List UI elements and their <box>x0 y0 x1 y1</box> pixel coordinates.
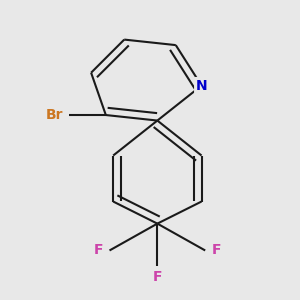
Text: F: F <box>153 270 162 284</box>
Text: F: F <box>94 244 103 257</box>
Text: Br: Br <box>46 108 63 122</box>
Text: F: F <box>212 244 221 257</box>
Text: N: N <box>196 79 207 93</box>
